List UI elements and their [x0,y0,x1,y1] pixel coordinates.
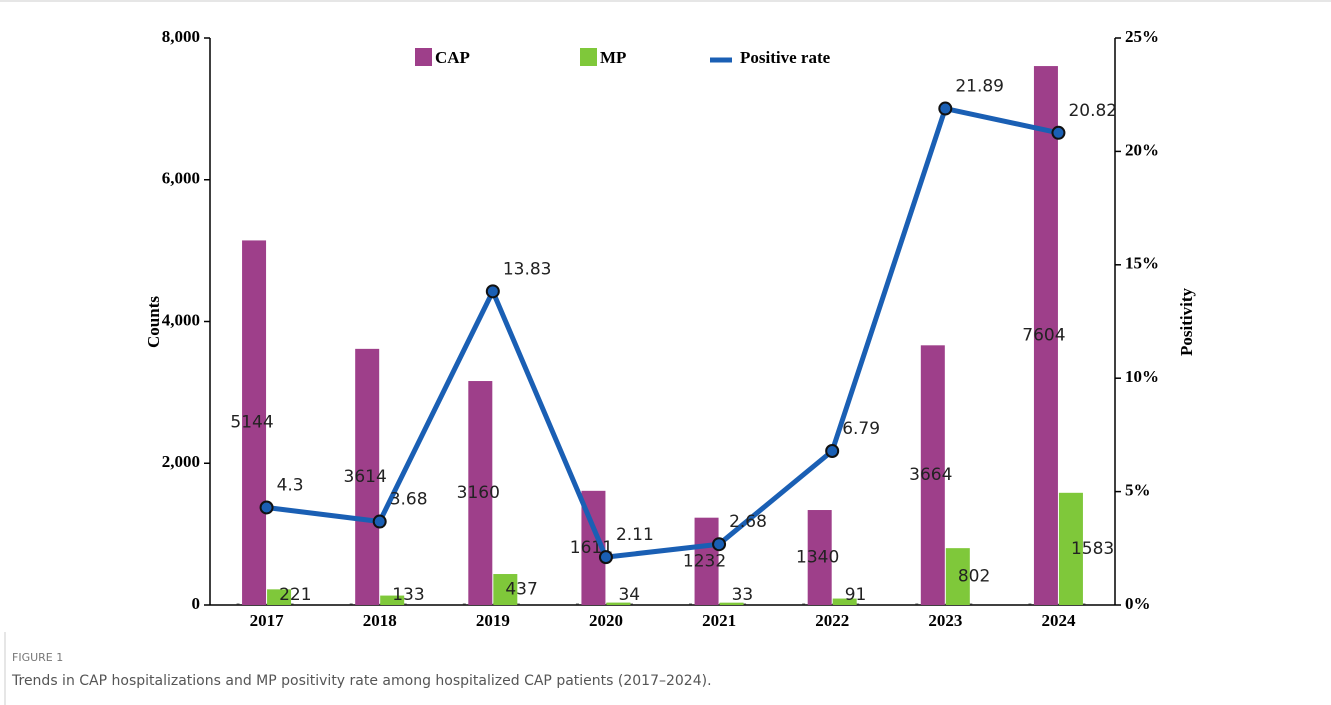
y2-tick-label: 15% [1125,254,1159,273]
bar [468,381,493,605]
x-tick-label: 2024 [1041,611,1076,630]
y2-tick-label: 25% [1125,27,1159,46]
bar [493,574,518,605]
data-label: 1232 [683,551,726,571]
line-marker [712,537,727,552]
legend-swatch [415,48,432,66]
data-label: 802 [958,567,990,587]
x-tick-label: 2020 [589,611,623,630]
bar [1058,492,1083,605]
x-tick-label: 2017 [250,611,285,630]
x-tick-label: 2018 [363,611,397,630]
y-tick-label: 8,000 [162,27,200,46]
data-label: 437 [505,580,537,600]
data-label: 21.89 [955,77,1004,97]
data-label: 91 [845,585,867,605]
legend-label: MP [600,48,626,67]
y-tick-label: 0 [192,594,201,613]
data-label: 3664 [909,465,952,485]
data-label: 13.83 [503,259,552,279]
caption: Trends in CAP hospitalizations and MP po… [11,673,712,689]
data-label: 7604 [1022,326,1065,346]
line-marker [938,101,953,116]
data-label: 20.82 [1068,101,1117,121]
line-marker [259,500,274,515]
line-marker [825,444,840,459]
bar [945,548,970,605]
data-label: 34 [618,585,640,605]
data-label: 6.79 [842,419,880,439]
line-marker [1051,125,1066,140]
data-label: 2.68 [729,512,767,532]
data-label: 4.3 [277,475,304,495]
x-tick-label: 2019 [476,611,510,630]
bar [694,517,719,605]
data-label: 3.68 [390,490,428,510]
line-marker [598,550,613,565]
legend-swatch [580,48,597,66]
y2-tick-label: 20% [1125,140,1159,159]
data-label: 33 [732,585,754,605]
x-tick-label: 2021 [702,611,736,630]
bar [380,595,405,605]
bar [267,589,292,605]
y-tick-label: 4,000 [162,310,200,329]
bar [807,510,832,605]
data-label: 221 [279,585,311,605]
bar [719,602,744,605]
figure-label: FIGURE 1 [12,651,63,664]
x-tick-label: 2023 [928,611,962,630]
y2-axis-label: Positivity [1177,288,1196,356]
bar [242,240,267,605]
line [266,106,1059,560]
y2-tick-label: 10% [1125,367,1159,386]
data-label: 3160 [457,483,500,503]
bar [355,348,380,605]
data-label: 1340 [796,548,839,568]
data-label: 133 [392,585,424,605]
y-tick-label: 6,000 [162,169,200,188]
data-label: 2.11 [616,525,654,545]
bar [832,598,857,605]
bar [920,345,945,605]
line-marker [485,284,500,299]
y2-tick-label: 5% [1125,481,1151,500]
bar [1033,66,1058,605]
data-label: 1583 [1071,539,1114,559]
legend-label: Positive rate [740,48,831,67]
data-label: 3614 [344,467,387,487]
y-tick-label: 2,000 [162,452,200,471]
y2-tick-label: 0% [1125,594,1151,613]
bar [606,602,631,605]
legend-label: CAP [435,48,470,67]
line-marker [372,514,387,529]
x-tick-label: 2022 [815,611,849,630]
y-axis-label: Counts [144,296,163,348]
data-label: 5144 [230,413,273,433]
